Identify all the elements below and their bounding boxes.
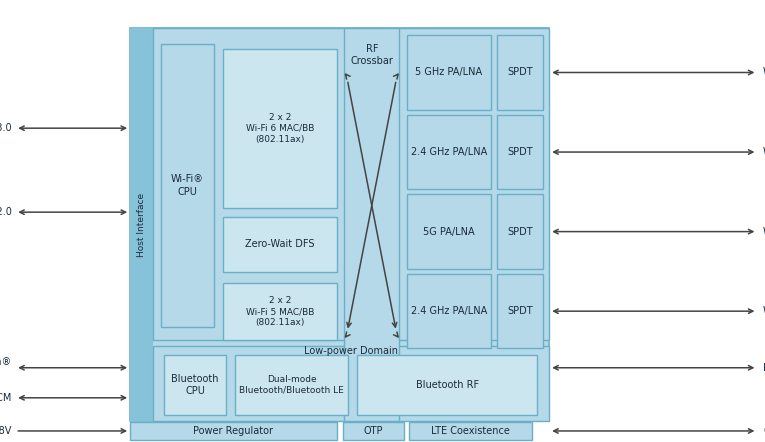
Text: SPDT: SPDT: [507, 68, 533, 77]
Text: Wi-Fi®
CPU: Wi-Fi® CPU: [171, 175, 204, 197]
Bar: [497, 194, 543, 269]
Bar: [235, 355, 348, 415]
Bar: [407, 274, 491, 348]
Text: LTE Coexistence: LTE Coexistence: [431, 426, 510, 436]
Bar: [407, 115, 491, 189]
Text: Dual-mode
Bluetooth/Bluetooth LE: Dual-mode Bluetooth/Bluetooth LE: [239, 375, 343, 395]
Bar: [343, 422, 404, 440]
Bar: [153, 28, 549, 340]
Text: Zero-Wait DFS: Zero-Wait DFS: [246, 239, 314, 249]
Bar: [407, 35, 491, 110]
Text: 5G PA/LNA: 5G PA/LNA: [423, 227, 475, 236]
Text: SPDT: SPDT: [507, 147, 533, 157]
Text: Wi-Fi 5G Tx/Rx: Wi-Fi 5G Tx/Rx: [763, 227, 765, 236]
Text: Wi-Fi 2.4G Tx/Rx: Wi-Fi 2.4G Tx/Rx: [763, 306, 765, 316]
Bar: [130, 422, 337, 440]
Text: Host Interface: Host Interface: [137, 192, 146, 257]
Bar: [164, 355, 226, 415]
Text: 5 GHz PA/LNA: 5 GHz PA/LNA: [415, 68, 483, 77]
Bar: [223, 49, 337, 208]
Text: SDIO 3.0: SDIO 3.0: [0, 123, 11, 133]
Bar: [130, 28, 549, 421]
Text: Bluetooth Tx/Rx: Bluetooth Tx/Rx: [763, 363, 765, 373]
Text: SPDT: SPDT: [507, 227, 533, 236]
Text: 3.3V and 1.8V: 3.3V and 1.8V: [0, 426, 11, 436]
Text: RF
Crossbar: RF Crossbar: [350, 44, 393, 66]
Text: Bluetooth®
UART: Bluetooth® UART: [0, 357, 11, 379]
Text: 2.4 GHz PA/LNA: 2.4 GHz PA/LNA: [411, 147, 487, 157]
Bar: [161, 44, 214, 327]
Text: Low-power Domain: Low-power Domain: [304, 347, 398, 356]
Bar: [153, 346, 549, 421]
Text: Wi-Fi 5G Tx/Rx: Wi-Fi 5G Tx/Rx: [763, 68, 765, 77]
Text: Power Regulator: Power Regulator: [194, 426, 273, 436]
Bar: [130, 28, 153, 421]
Bar: [497, 274, 543, 348]
Text: 2.4 GHz PA/LNA: 2.4 GHz PA/LNA: [411, 306, 487, 316]
Text: 2 x 2
Wi-Fi 6 MAC/BB
(802.11ax): 2 x 2 Wi-Fi 6 MAC/BB (802.11ax): [246, 113, 314, 144]
Text: SPDT: SPDT: [507, 306, 533, 316]
Text: OTP: OTP: [363, 426, 383, 436]
Text: Bluetooth
CPU: Bluetooth CPU: [171, 373, 219, 396]
Bar: [407, 194, 491, 269]
Text: PCIe® 2.0: PCIe® 2.0: [0, 207, 11, 217]
Text: Bluetooth RF: Bluetooth RF: [415, 380, 479, 390]
Bar: [223, 283, 337, 340]
Bar: [497, 35, 543, 110]
Text: Wi-Fi 2.4G Tx/Rx: Wi-Fi 2.4G Tx/Rx: [763, 147, 765, 157]
Bar: [344, 28, 399, 421]
Bar: [409, 422, 532, 440]
Bar: [497, 115, 543, 189]
Bar: [357, 355, 537, 415]
Text: 2 x 2
Wi-Fi 5 MAC/BB
(802.11ax): 2 x 2 Wi-Fi 5 MAC/BB (802.11ax): [246, 296, 314, 327]
Text: Coexistence: Coexistence: [763, 426, 765, 436]
Text: I²S/PCM: I²S/PCM: [0, 393, 11, 403]
Bar: [223, 217, 337, 272]
